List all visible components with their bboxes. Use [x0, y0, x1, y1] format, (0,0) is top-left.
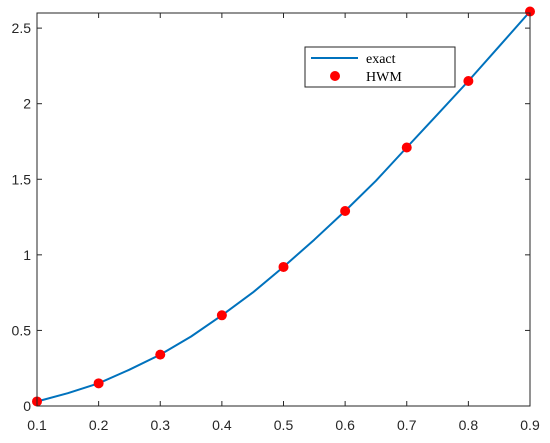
x-tick-label: 0.1: [27, 417, 47, 433]
data-point-hwm: [93, 378, 104, 389]
x-tick-label: 0.8: [459, 417, 479, 433]
y-tick-label: 0.5: [12, 322, 32, 338]
y-tick-label: 2.5: [12, 20, 32, 36]
legend: exact HWM: [304, 46, 456, 88]
data-point-hwm: [155, 349, 166, 360]
legend-box: [304, 46, 456, 88]
y-tick-label: 2: [23, 96, 31, 112]
x-tick-label: 0.5: [274, 417, 294, 433]
data-point-hwm: [463, 76, 474, 87]
x-tick-label: 0.2: [89, 417, 109, 433]
legend-label-exact: exact: [366, 52, 396, 67]
x-tick-label: 0.6: [335, 417, 355, 433]
legend-label-hwm: HWM: [366, 70, 402, 85]
data-point-hwm: [340, 206, 351, 217]
data-point-hwm: [278, 261, 289, 272]
x-tick-label: 0.4: [212, 417, 232, 433]
data-point-hwm: [216, 310, 227, 321]
plot-area: [37, 13, 530, 406]
ticks-layer: 0.1 0.2 0.3 0.4 0.5 0.6 0.7 0.8 0.9 0 0.5 1 1.5 2 2.5: [12, 13, 540, 433]
series-layer: [32, 6, 535, 407]
data-point-hwm: [525, 6, 535, 17]
x-tick-label: 0.9: [520, 417, 540, 433]
y-tick-label: 0: [23, 398, 31, 414]
x-tick-label: 0.3: [151, 417, 171, 433]
data-point-hwm: [401, 142, 412, 153]
x-tick-label: 0.7: [397, 417, 417, 433]
y-tick-label: 1: [23, 247, 31, 263]
y-tick-label: 1.5: [12, 171, 32, 187]
legend-marker-hwm: [330, 71, 340, 81]
